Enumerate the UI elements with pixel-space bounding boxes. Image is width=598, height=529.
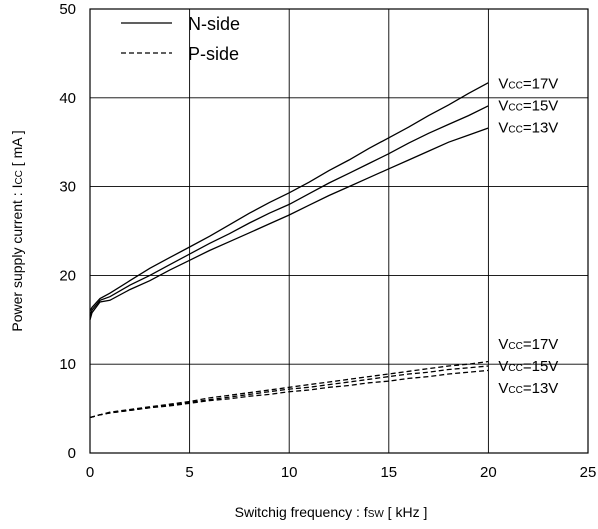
x-axis-label-main: Switchig frequency : f — [235, 504, 368, 520]
x-tick-label: 5 — [185, 464, 193, 481]
y-tick-label: 0 — [68, 445, 76, 462]
x-tick-label: 20 — [480, 464, 497, 481]
vcc-label: VCC=15V — [498, 97, 558, 114]
vcc-label: VCC=15V — [498, 358, 558, 375]
y-axis-label-main: Power supply current : I — [9, 185, 25, 332]
vcc-label: VCC=13V — [498, 380, 558, 397]
y-tick-label: 10 — [59, 356, 76, 373]
y-tick-label: 30 — [59, 179, 76, 196]
legend: N-side P-side — [121, 14, 240, 64]
x-tick-label: 10 — [281, 464, 298, 481]
series-line-p-side-13v — [89, 369, 489, 419]
y-tick-label: 20 — [59, 267, 76, 284]
y-tick-label: 40 — [59, 90, 76, 107]
y-tick-label: 50 — [59, 1, 76, 18]
vcc-curve-labels: VCC=17V VCC=15V VCC=13V VCC=17V VCC=15V VCC=1… — [498, 75, 558, 397]
x-tick-label: 25 — [580, 464, 597, 481]
y-axis-label-sub: CC — [14, 170, 25, 184]
series-lines — [89, 82, 489, 419]
vcc-label: VCC=17V — [498, 336, 558, 353]
y-axis-label: Power supply current : ICC [ mA ] — [9, 130, 25, 331]
series-line-n-side-15v — [89, 105, 489, 316]
plot-frame — [89, 8, 589, 454]
x-axis-label: Switchig frequency : fSW [ kHz ] — [235, 504, 428, 520]
series-line-p-side-17v — [89, 360, 489, 419]
legend-label-p-side: P-side — [188, 44, 239, 64]
y-axis-label-unit: [ mA ] — [9, 130, 25, 170]
x-axis-label-sub: SW — [368, 509, 385, 520]
legend-label-n-side: N-side — [188, 14, 240, 34]
series-line-n-side-17v — [89, 82, 489, 312]
x-tick-label: 15 — [380, 464, 397, 481]
tick-labels: 0 5 10 15 20 25 0 10 20 30 40 50 — [59, 1, 596, 481]
series-line-n-side-13v — [89, 127, 489, 320]
x-axis-label-unit: [ kHz ] — [384, 504, 428, 520]
x-tick-label: 0 — [86, 464, 94, 481]
vcc-label: VCC=13V — [498, 119, 558, 136]
vcc-label: VCC=17V — [498, 75, 558, 92]
